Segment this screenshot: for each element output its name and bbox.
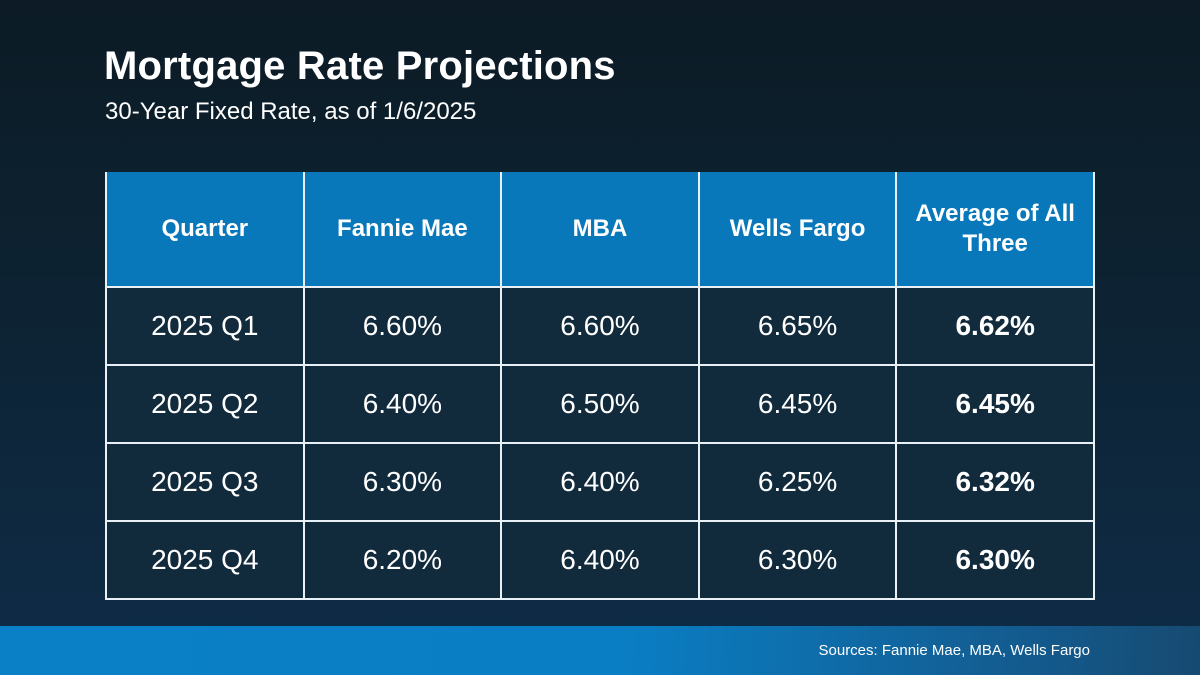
mba-cell: 6.50% [500,364,700,444]
column-header-mba: MBA [500,172,700,288]
quarter-cell: 2025 Q2 [105,364,305,444]
quarter-cell: 2025 Q1 [105,286,305,366]
slide-subtitle: 30-Year Fixed Rate, as of 1/6/2025 [105,98,477,125]
average-cell: 6.62% [895,286,1095,366]
sources-note: Sources: Fannie Mae, MBA, Wells Fargo [818,642,1091,659]
table-row-q4: 2025 Q4 6.20% 6.40% 6.30% 6.30% [105,520,1095,600]
fannie-mae-cell: 6.40% [302,364,503,444]
quarter-cell: 2025 Q3 [105,442,305,522]
quarter-cell: 2025 Q4 [105,520,305,600]
fannie-mae-cell: 6.60% [302,286,503,366]
column-header-quarter: Quarter [105,172,305,288]
footer-bar: Sources: Fannie Mae, MBA, Wells Fargo [0,626,1200,675]
mba-cell: 6.40% [500,442,700,522]
table-row-q1: 2025 Q1 6.60% 6.60% 6.65% 6.62% [105,286,1095,366]
wells-fargo-cell: 6.65% [697,286,898,366]
wells-fargo-cell: 6.30% [697,520,898,600]
table-row-q2: 2025 Q2 6.40% 6.50% 6.45% 6.45% [105,364,1095,444]
wells-fargo-cell: 6.45% [697,364,898,444]
mortgage-rate-table: Quarter Fannie Mae MBA Wells Fargo Avera… [105,172,1095,600]
fannie-mae-cell: 6.20% [302,520,503,600]
column-header-average: Average of All Three [895,172,1095,288]
table-row-q3: 2025 Q3 6.30% 6.40% 6.25% 6.32% [105,442,1095,522]
column-header-fannie-mae: Fannie Mae [302,172,503,288]
mba-cell: 6.60% [500,286,700,366]
average-cell: 6.45% [895,364,1095,444]
slide-title: Mortgage Rate Projections [104,44,616,88]
column-header-wells-fargo: Wells Fargo [697,172,898,288]
mba-cell: 6.40% [500,520,700,600]
fannie-mae-cell: 6.30% [302,442,503,522]
wells-fargo-cell: 6.25% [697,442,898,522]
average-cell: 6.30% [895,520,1095,600]
table-header-row: Quarter Fannie Mae MBA Wells Fargo Avera… [105,172,1095,288]
average-cell: 6.32% [895,442,1095,522]
